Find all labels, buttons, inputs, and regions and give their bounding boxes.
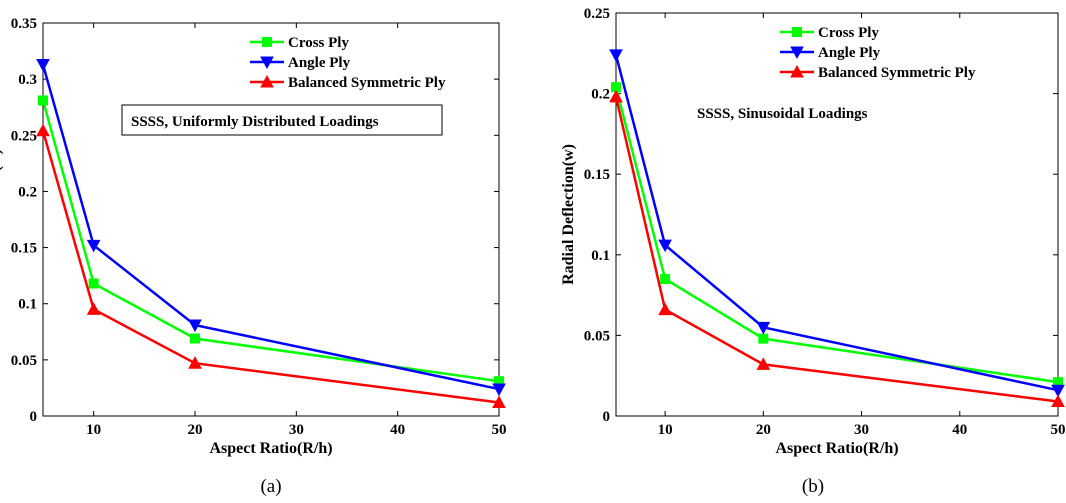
y-tick-label: 0.1 [18, 297, 37, 313]
data-point [1051, 384, 1065, 398]
data-point [36, 123, 50, 137]
legend-swatch-marker [262, 37, 272, 47]
data-point [188, 356, 202, 369]
x-tick-label: 50 [1051, 422, 1066, 438]
data-point [658, 239, 672, 253]
y-tick-label: 0 [603, 409, 611, 425]
legend-swatch-marker [790, 64, 804, 78]
x-axis-title: Aspect Ratio(R/h) [209, 440, 332, 457]
x-axis-title: Aspect Ratio(R/h) [775, 440, 898, 457]
legend-label: Cross Ply [818, 25, 879, 41]
legend-label: Angle Ply [288, 55, 351, 71]
y-tick-label: 0.3 [18, 72, 37, 88]
y-tick-label: 0.05 [11, 353, 37, 369]
annotation-text: SSSS, Sinusoidal Loadings [697, 106, 868, 122]
legend-swatch-marker [790, 46, 804, 60]
y-tick-label: 0 [30, 409, 38, 425]
y-axis-title: Radial Deflection(w) [560, 144, 577, 285]
chart-b: 10 20 30 40 50 0 0.05 0.1 0.15 0.2 0.25 Aspect Rati… [533, 0, 1066, 503]
x-tick-label: 40 [952, 422, 967, 438]
data-point [36, 59, 50, 72]
data-point [609, 49, 623, 62]
data-point [188, 319, 202, 333]
annotation-box [121, 104, 443, 136]
legend-label: Cross Ply [288, 35, 349, 51]
series-line [614, 96, 1059, 403]
y-tick-label: 0.2 [591, 87, 610, 103]
chart-a-plot: 10 20 30 40 50 0 0.05 0.1 0.15 0.2 0.25 0.3 0.35 Aspe… [0, 16, 507, 497]
data-point [658, 302, 672, 316]
y-tick-label: 0.2 [18, 184, 37, 200]
series-line [614, 54, 1059, 392]
y-tick-label: 0.35 [11, 16, 37, 32]
x-tick-label: 30 [854, 422, 869, 438]
series-line [614, 86, 1059, 384]
x-tick-label: 50 [492, 422, 507, 438]
chart-b-plot: 10 20 30 40 50 0 0.05 0.1 0.15 0.2 0.25 Aspect Rati… [560, 6, 1066, 497]
data-point [758, 333, 769, 344]
data-point [492, 395, 506, 409]
data-point [660, 273, 671, 284]
data-point [86, 239, 101, 253]
plot-frame [42, 22, 500, 417]
data-point [86, 302, 101, 315]
y-tick-label: 0.15 [11, 241, 37, 257]
x-tick-label: 10 [86, 422, 101, 438]
legend-swatch-marker [792, 27, 802, 37]
data-point [88, 278, 99, 289]
legend-swatch-marker [260, 56, 274, 70]
annotation-text: SSSS, Uniformly Distributed Loadings [131, 114, 379, 130]
legend-swatch-marker [260, 74, 274, 88]
legend-label: Balanced Symmetric Ply [288, 75, 446, 91]
x-tick-label: 20 [188, 422, 203, 438]
data-point [609, 89, 623, 103]
y-tick-label: 0.1 [591, 248, 610, 264]
figure-caption: (b) [802, 476, 824, 497]
data-point [756, 321, 771, 335]
y-axis-title: Radial Deflection(w) [0, 149, 4, 290]
y-tick-label: 0.05 [584, 328, 610, 344]
x-tick-label: 20 [756, 422, 771, 438]
legend-label: Angle Ply [818, 45, 881, 61]
data-point [1051, 394, 1065, 407]
y-tick-label: 0.25 [584, 6, 610, 22]
y-tick-label: 0.15 [584, 167, 610, 183]
data-point [190, 333, 200, 344]
series-line [41, 130, 500, 404]
series-line [41, 64, 500, 391]
x-tick-label: 30 [289, 422, 304, 438]
data-point [756, 357, 771, 370]
x-tick-label: 40 [390, 422, 405, 438]
x-tick-label: 10 [658, 422, 673, 438]
figure-caption: (a) [260, 476, 281, 497]
data-point [492, 383, 506, 397]
plot-frame [615, 12, 1059, 417]
legend-label: Balanced Symmetric Ply [818, 65, 976, 81]
y-tick-label: 0.25 [11, 128, 37, 144]
chart-a: 10 20 30 40 50 0 0.05 0.1 0.15 0.2 0.25 0.3 0.35 Aspe… [0, 16, 507, 497]
series-line [41, 100, 500, 383]
data-point [38, 95, 48, 106]
